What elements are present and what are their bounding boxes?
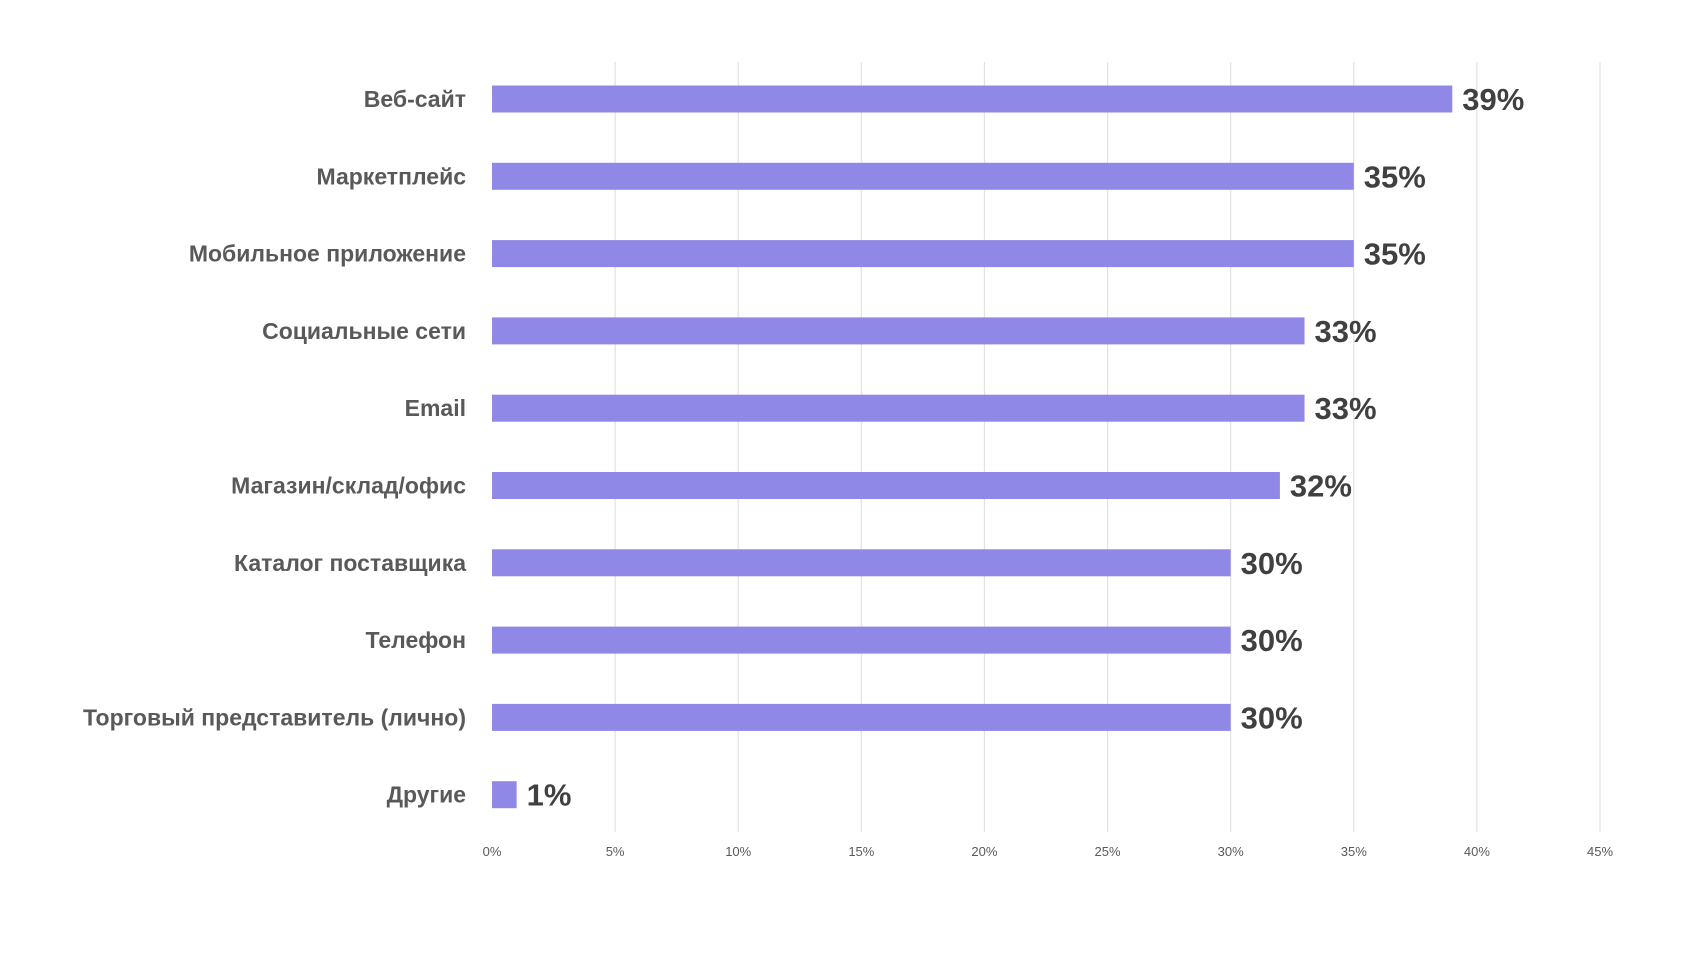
- data-label: 32%: [1290, 469, 1352, 504]
- value-labels: 39% 35% 35% 33% 33% 32% 30% 30% 30% 1%: [527, 82, 1525, 813]
- x-tick-label: 45%: [1587, 844, 1613, 859]
- bars: [492, 85, 1453, 809]
- bar: [492, 394, 1305, 422]
- x-tick-label: 25%: [1095, 844, 1121, 859]
- x-tick-label: 35%: [1341, 844, 1367, 859]
- bar: [492, 703, 1231, 731]
- category-label: Другие: [387, 782, 466, 808]
- x-tick-label: 0%: [483, 844, 502, 859]
- bar: [492, 549, 1231, 577]
- category-label: Email: [405, 395, 466, 421]
- x-axis-ticks: 0% 5% 10% 15% 20% 25% 30% 35% 40% 45%: [483, 844, 1614, 859]
- data-label: 33%: [1315, 391, 1377, 426]
- data-label: 35%: [1364, 237, 1426, 272]
- category-label: Социальные сети: [262, 318, 466, 344]
- category-labels: Веб-сайт Маркетплейс Мобильное приложение С…: [83, 86, 466, 808]
- data-label: 35%: [1364, 159, 1426, 194]
- x-tick-label: 15%: [848, 844, 874, 859]
- data-label: 30%: [1241, 623, 1303, 658]
- x-tick-label: 20%: [971, 844, 997, 859]
- category-label: Веб-сайт: [364, 86, 466, 112]
- bar: [492, 317, 1305, 345]
- category-label: Маркетплейс: [317, 163, 467, 189]
- data-label: 30%: [1241, 546, 1303, 581]
- data-label: 33%: [1315, 314, 1377, 349]
- data-label: 39%: [1462, 82, 1524, 117]
- data-label: 1%: [527, 778, 572, 813]
- bar: [492, 85, 1453, 113]
- bar: [492, 472, 1280, 499]
- bar: [492, 240, 1354, 268]
- category-label: Торговый представитель (лично): [83, 704, 466, 730]
- category-label: Телефон: [365, 627, 466, 653]
- bar: [492, 626, 1231, 654]
- category-label: Магазин/склад/офис: [231, 473, 466, 499]
- gridlines: [614, 62, 1601, 832]
- x-tick-label: 30%: [1218, 844, 1244, 859]
- x-tick-label: 10%: [725, 844, 751, 859]
- category-label: Мобильное приложение: [189, 241, 466, 267]
- bar: [492, 162, 1354, 190]
- category-label: Каталог поставщика: [234, 550, 466, 576]
- x-tick-label: 40%: [1464, 844, 1490, 859]
- bar: [492, 781, 517, 809]
- x-tick-label: 5%: [606, 844, 625, 859]
- data-label: 30%: [1241, 700, 1303, 735]
